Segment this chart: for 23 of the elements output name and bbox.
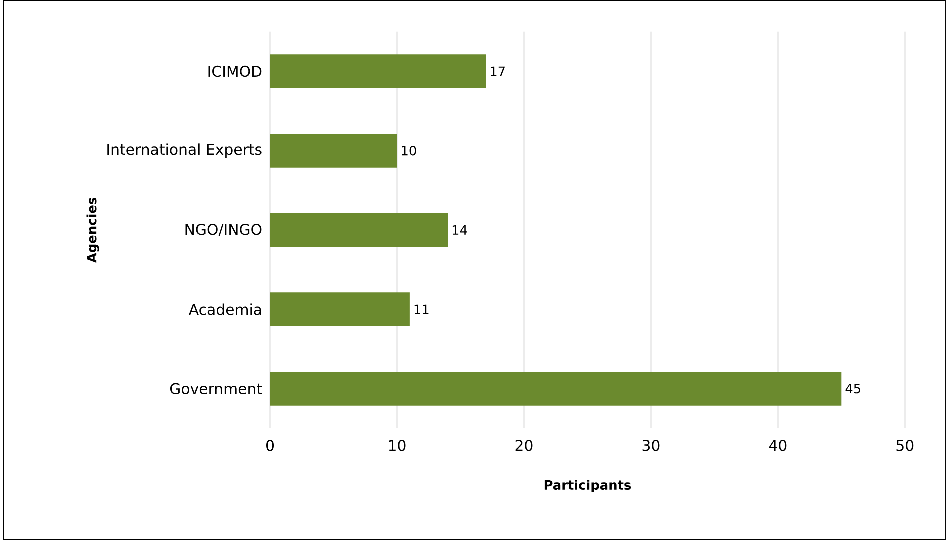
x-tick-label: 10 <box>389 440 406 452</box>
data-label: 11 <box>414 304 429 314</box>
y-tick-label: Academia <box>189 304 262 316</box>
y-tick-label: ICIMOD <box>208 66 262 78</box>
data-label: 45 <box>846 384 860 394</box>
y-tick-label: International Experts <box>108 144 262 158</box>
y-tick-label: NGO/INGO <box>186 224 262 236</box>
x-tick-label: 0 <box>266 440 274 452</box>
data-label: 14 <box>452 225 468 235</box>
x-tick-label: 20 <box>516 440 533 452</box>
bar <box>270 54 486 88</box>
data-label: 17 <box>491 66 505 76</box>
x-tick-label: 30 <box>642 440 660 452</box>
bar <box>270 292 410 326</box>
data-label: 10 <box>402 146 416 156</box>
x-tick-label: 50 <box>896 440 914 452</box>
bar <box>270 134 398 168</box>
bar <box>270 372 842 406</box>
y-tick-label: Government <box>170 383 262 394</box>
y-axis-title: Agencies <box>86 198 100 263</box>
x-tick-label: 40 <box>769 440 787 452</box>
x-axis-title: Participants <box>544 480 632 492</box>
bar <box>270 213 448 248</box>
